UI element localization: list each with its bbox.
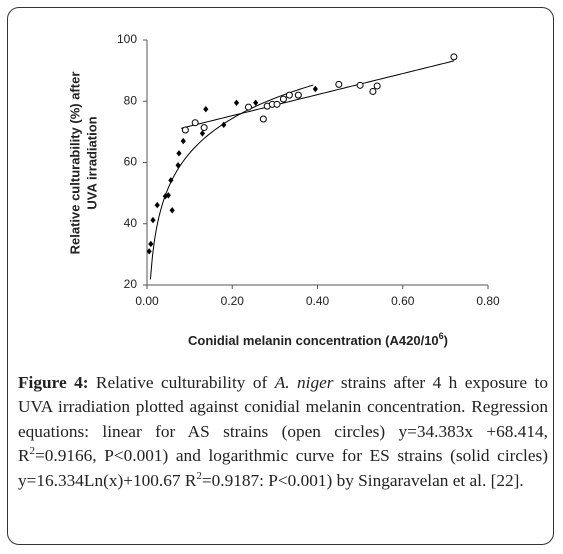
point-filled xyxy=(312,85,318,93)
y-tick-label: 60 xyxy=(124,155,138,169)
point-filled xyxy=(180,137,186,145)
point-filled xyxy=(233,99,240,106)
y-tick-label: 20 xyxy=(124,277,138,291)
point-open xyxy=(450,53,458,61)
y-tick-label: 80 xyxy=(124,93,138,107)
point-open xyxy=(191,119,199,127)
caption-part: A. niger xyxy=(274,373,334,392)
point-open xyxy=(294,91,302,99)
point-filled xyxy=(148,240,154,248)
trend-line xyxy=(149,84,314,280)
caption-part: =0.9187: P<0.001) by Singaravelan et al.… xyxy=(201,470,524,490)
chart: 20 40 60 80 100 0.00 0.20 0.40 0.60 0.80 Relative … xyxy=(67,32,500,348)
caption-part: Relative culturability of xyxy=(88,373,275,392)
x-axis-label: Conidial melanin concentration (A420/106… xyxy=(188,331,448,348)
x-tick-label: 0.00 xyxy=(135,294,159,308)
point-open xyxy=(373,82,381,90)
trend-line xyxy=(180,60,455,129)
point-filled xyxy=(176,150,182,157)
point-open xyxy=(273,100,281,108)
point-open xyxy=(244,103,252,111)
point-open xyxy=(285,91,293,99)
point-filled xyxy=(146,248,152,255)
y-tick-label: 40 xyxy=(124,216,138,230)
x-tick-label: 0.60 xyxy=(391,294,415,308)
point-open xyxy=(335,80,343,88)
point-filled xyxy=(199,130,206,137)
caption: Figure 4: Relative culturability of A. n… xyxy=(18,371,548,493)
x-axis-label-part: ) xyxy=(444,333,448,348)
point-open xyxy=(200,124,208,132)
caption-part: 2 xyxy=(196,469,202,482)
point-filled xyxy=(175,162,181,169)
caption-part: Figure 4: xyxy=(18,373,89,392)
x-axis-label-part: 6 xyxy=(439,331,444,341)
point-filled xyxy=(203,106,209,113)
point-filled xyxy=(154,201,160,209)
caption-part: 2 xyxy=(29,445,36,458)
point-filled xyxy=(162,192,168,200)
point-filled xyxy=(150,216,156,224)
y-axis-label: Relative culturability (%) after xyxy=(67,72,82,255)
y-tick-label: 100 xyxy=(117,32,137,46)
point-filled xyxy=(169,207,175,214)
caption-part: =0.9166, P<0.001) and logarithmic curve … xyxy=(18,446,548,490)
point-filled xyxy=(221,121,227,129)
point-open xyxy=(259,115,267,123)
frame xyxy=(7,7,554,545)
y-axis-label: UVA irradiation xyxy=(84,116,99,209)
point-filled xyxy=(168,177,174,184)
point-open xyxy=(279,95,287,103)
point-filled xyxy=(165,192,171,199)
point-filled xyxy=(253,99,259,106)
caption-part: strains after 4 h exposure to UVA irradi… xyxy=(18,373,548,466)
point-open xyxy=(356,81,364,89)
point-open xyxy=(369,87,377,95)
x-tick-label: 0.40 xyxy=(306,294,330,308)
x-tick-label: 0.80 xyxy=(476,294,500,308)
x-axis-label-part: Conidial melanin concentration (A420/10 xyxy=(188,333,439,348)
point-open xyxy=(181,126,189,134)
x-tick-label: 0.20 xyxy=(221,294,245,308)
